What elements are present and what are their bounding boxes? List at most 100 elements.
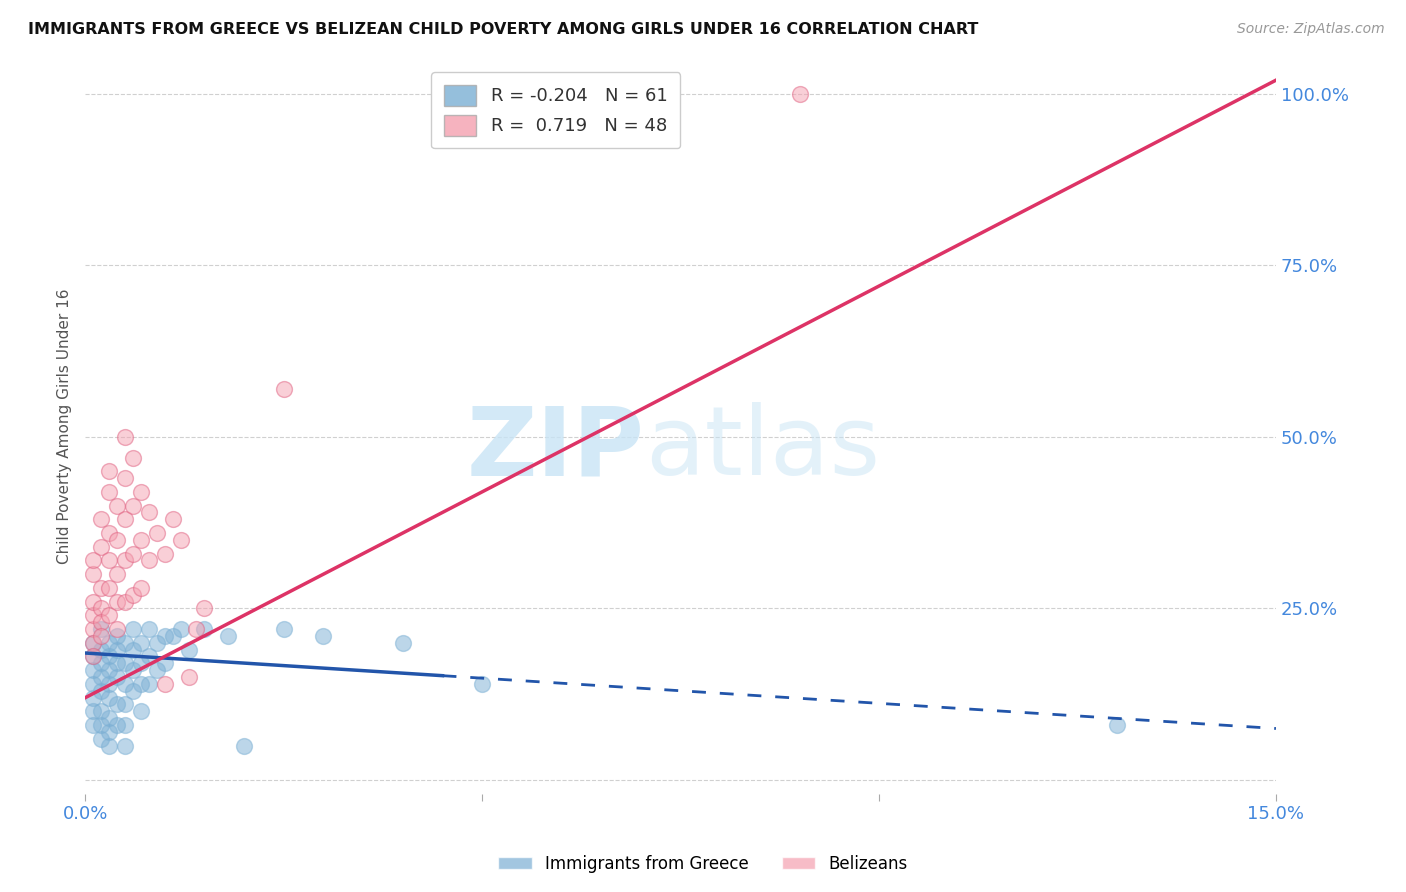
Point xyxy=(138,649,160,664)
Point xyxy=(82,718,104,732)
Point xyxy=(105,499,128,513)
Y-axis label: Child Poverty Among Girls Under 16: Child Poverty Among Girls Under 16 xyxy=(58,289,72,565)
Point xyxy=(789,87,811,101)
Point xyxy=(98,464,121,478)
Point xyxy=(105,622,128,636)
Point xyxy=(153,677,176,691)
Point xyxy=(273,382,295,396)
Point xyxy=(98,725,121,739)
Point xyxy=(98,663,121,677)
Point xyxy=(82,649,104,664)
Point xyxy=(82,567,104,582)
Point xyxy=(90,642,112,657)
Point xyxy=(105,670,128,684)
Point xyxy=(169,622,191,636)
Point xyxy=(98,581,121,595)
Point xyxy=(177,670,200,684)
Point xyxy=(82,608,104,623)
Point xyxy=(153,547,176,561)
Point xyxy=(146,663,169,677)
Point xyxy=(98,711,121,725)
Point xyxy=(98,608,121,623)
Point xyxy=(169,533,191,547)
Point xyxy=(114,698,136,712)
Point xyxy=(114,636,136,650)
Point xyxy=(114,553,136,567)
Point xyxy=(82,636,104,650)
Point xyxy=(105,533,128,547)
Point xyxy=(90,615,112,629)
Point xyxy=(90,629,112,643)
Point xyxy=(114,430,136,444)
Text: IMMIGRANTS FROM GREECE VS BELIZEAN CHILD POVERTY AMONG GIRLS UNDER 16 CORRELATIO: IMMIGRANTS FROM GREECE VS BELIZEAN CHILD… xyxy=(28,22,979,37)
Point xyxy=(217,629,239,643)
Point xyxy=(129,581,152,595)
Point xyxy=(129,533,152,547)
Point xyxy=(98,677,121,691)
Point xyxy=(98,484,121,499)
Point xyxy=(82,594,104,608)
Point xyxy=(105,629,128,643)
Point xyxy=(105,594,128,608)
Point xyxy=(90,512,112,526)
Point xyxy=(162,629,184,643)
Point xyxy=(98,690,121,705)
Point xyxy=(129,704,152,718)
Point xyxy=(471,677,494,691)
Point xyxy=(90,704,112,718)
Point xyxy=(105,567,128,582)
Point xyxy=(129,677,152,691)
Point xyxy=(82,690,104,705)
Point xyxy=(105,642,128,657)
Legend: R = -0.204   N = 61, R =  0.719   N = 48: R = -0.204 N = 61, R = 0.719 N = 48 xyxy=(432,72,681,148)
Point xyxy=(105,698,128,712)
Point xyxy=(90,540,112,554)
Point xyxy=(177,642,200,657)
Point xyxy=(233,739,256,753)
Point xyxy=(114,677,136,691)
Point xyxy=(98,553,121,567)
Point xyxy=(122,663,145,677)
Point xyxy=(114,657,136,671)
Point xyxy=(114,512,136,526)
Point xyxy=(98,636,121,650)
Point xyxy=(138,505,160,519)
Point xyxy=(114,594,136,608)
Point xyxy=(122,683,145,698)
Point xyxy=(146,636,169,650)
Text: atlas: atlas xyxy=(645,402,880,495)
Point xyxy=(90,581,112,595)
Point xyxy=(122,588,145,602)
Point xyxy=(82,704,104,718)
Point xyxy=(114,718,136,732)
Point xyxy=(138,677,160,691)
Point xyxy=(98,526,121,541)
Point xyxy=(193,601,215,615)
Point xyxy=(82,649,104,664)
Point xyxy=(1107,718,1129,732)
Point xyxy=(129,484,152,499)
Point xyxy=(122,622,145,636)
Point xyxy=(114,739,136,753)
Point xyxy=(273,622,295,636)
Point xyxy=(129,636,152,650)
Text: Source: ZipAtlas.com: Source: ZipAtlas.com xyxy=(1237,22,1385,37)
Point xyxy=(98,649,121,664)
Point xyxy=(90,718,112,732)
Point xyxy=(82,677,104,691)
Point xyxy=(162,512,184,526)
Point xyxy=(82,553,104,567)
Point xyxy=(98,739,121,753)
Point xyxy=(90,670,112,684)
Point xyxy=(138,553,160,567)
Point xyxy=(82,663,104,677)
Point xyxy=(122,499,145,513)
Point xyxy=(82,636,104,650)
Point xyxy=(82,622,104,636)
Point xyxy=(153,657,176,671)
Point xyxy=(153,629,176,643)
Point xyxy=(90,657,112,671)
Point xyxy=(122,547,145,561)
Point xyxy=(122,642,145,657)
Point xyxy=(105,657,128,671)
